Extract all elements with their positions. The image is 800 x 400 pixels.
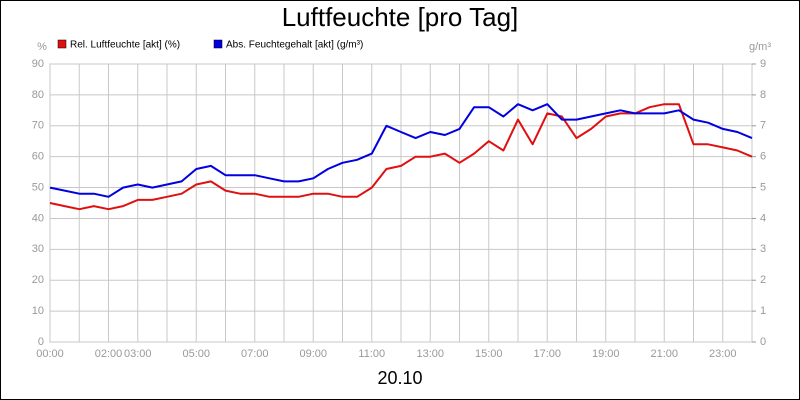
x-tick-label: 23:00 bbox=[709, 348, 737, 360]
y2-tick-label: 6 bbox=[760, 151, 766, 163]
y2-tick-label: 3 bbox=[760, 243, 766, 255]
x-tick-label: 13:00 bbox=[416, 348, 444, 360]
y-tick-label: 50 bbox=[32, 181, 44, 193]
x-tick-label: 02:00 bbox=[95, 348, 123, 360]
y2-tick-label: 7 bbox=[760, 120, 766, 132]
y-tick-label: 10 bbox=[32, 305, 44, 317]
legend-swatch bbox=[57, 39, 67, 49]
y-tick-label: 70 bbox=[32, 120, 44, 132]
y2-tick-label: 8 bbox=[760, 89, 766, 101]
y-axis-label: % bbox=[37, 41, 47, 53]
x-tick-label: 05:00 bbox=[182, 348, 210, 360]
legend-label: Abs. Feuchtegehalt [akt] (g/m³) bbox=[226, 40, 363, 51]
y2-tick-label: 2 bbox=[760, 274, 766, 286]
x-tick-label: 19:00 bbox=[592, 348, 620, 360]
y-tick-label: 20 bbox=[32, 274, 44, 286]
x-tick-label: 17:00 bbox=[533, 348, 561, 360]
x-tick-label: 07:00 bbox=[241, 348, 269, 360]
y-tick-label: 90 bbox=[32, 58, 44, 70]
y2-tick-label: 5 bbox=[760, 181, 766, 193]
y2-tick-label: 1 bbox=[760, 305, 766, 317]
x-axis-label: 20.10 bbox=[377, 368, 422, 388]
series-line bbox=[49, 103, 753, 198]
x-tick-label: 21:00 bbox=[650, 348, 678, 360]
x-tick-label: 11:00 bbox=[358, 348, 385, 360]
y2-axis-label: g/m³ bbox=[749, 41, 771, 53]
x-tick-label: 15:00 bbox=[475, 348, 503, 360]
chart-title: Luftfeuchte [pro Tag] bbox=[282, 2, 519, 32]
y-tick-label: 0 bbox=[38, 336, 44, 348]
y-tick-label: 80 bbox=[32, 89, 44, 101]
x-tick-label: 03:00 bbox=[124, 348, 152, 360]
x-tick-label: 00:00 bbox=[36, 348, 64, 360]
y-tick-label: 40 bbox=[32, 212, 44, 224]
y2-tick-label: 4 bbox=[760, 212, 766, 224]
y-tick-label: 60 bbox=[32, 151, 44, 163]
y2-tick-label: 9 bbox=[760, 58, 766, 70]
legend-label: Rel. Luftfeuchte [akt] (%) bbox=[70, 40, 180, 51]
y-tick-label: 30 bbox=[32, 243, 44, 255]
legend-swatch bbox=[213, 39, 223, 49]
x-tick-label: 09:00 bbox=[299, 348, 327, 360]
y2-tick-label: 0 bbox=[760, 336, 766, 348]
